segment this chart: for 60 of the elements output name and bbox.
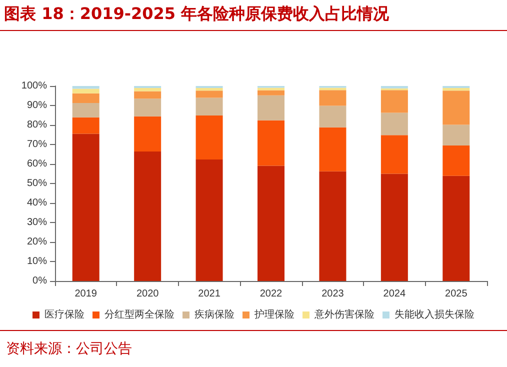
x-tick-label: 2023 xyxy=(322,288,344,300)
bar xyxy=(258,90,284,96)
bar xyxy=(380,112,408,136)
bar xyxy=(380,90,408,113)
bar xyxy=(442,88,470,91)
bar xyxy=(380,174,408,281)
bar xyxy=(196,115,223,160)
bar xyxy=(319,90,346,106)
bar xyxy=(258,120,284,166)
bar xyxy=(134,91,162,99)
y-tick-label: 20% xyxy=(26,236,48,248)
y-tick-label: 70% xyxy=(26,139,48,150)
y-tick-label: 0% xyxy=(32,276,48,286)
legend-label: 失能收入损失保险 xyxy=(394,308,474,320)
x-tick-label: 2021 xyxy=(198,288,221,300)
bar xyxy=(134,152,162,281)
legend-label: 分红型两全保险 xyxy=(104,308,174,320)
x-tick-label: 2022 xyxy=(260,288,283,300)
x-tick-label: 2024 xyxy=(383,288,406,300)
bar xyxy=(442,124,470,146)
legend-label: 医疗保险 xyxy=(44,308,84,320)
bar xyxy=(258,88,284,90)
bar xyxy=(442,145,470,176)
x-tick-label: 2020 xyxy=(136,288,160,300)
bar xyxy=(134,98,162,116)
chart-title: 图表 18：2019-2025 年各险种原保费收入占比情况 xyxy=(4,4,390,25)
bar xyxy=(134,116,162,152)
bar xyxy=(72,117,100,134)
y-tick-label: 10% xyxy=(26,256,48,267)
x-tick-label: 2019 xyxy=(74,288,98,300)
bar xyxy=(72,86,100,89)
bar xyxy=(72,134,100,281)
y-tick-label: 80% xyxy=(26,120,48,130)
legend-label: 护理保险 xyxy=(254,308,294,320)
bar xyxy=(442,90,470,125)
bar xyxy=(319,106,346,128)
bar xyxy=(72,88,100,94)
bar xyxy=(258,166,284,281)
bar xyxy=(196,90,223,98)
bar xyxy=(72,102,100,118)
bar xyxy=(319,171,346,281)
bar xyxy=(196,160,223,281)
y-tick-label: 90% xyxy=(26,100,48,111)
bar xyxy=(380,135,408,174)
y-tick-label: 40% xyxy=(26,198,48,208)
x-tick-label: 2025 xyxy=(445,288,468,300)
legend-label: 意外伤害保险 xyxy=(314,308,374,320)
text: 资料来源：公司公告 xyxy=(6,340,132,358)
bar xyxy=(442,176,470,281)
y-tick-label: 50% xyxy=(26,178,48,189)
y-tick-label: 30% xyxy=(26,217,48,228)
legend-label: 疾病保险 xyxy=(194,308,234,320)
bar xyxy=(319,127,346,172)
bar xyxy=(196,88,223,91)
bar xyxy=(72,93,100,103)
y-tick-label: 100% xyxy=(21,80,48,92)
y-tick-label: 60% xyxy=(26,158,48,170)
bar xyxy=(134,88,162,92)
bar xyxy=(196,98,223,116)
bar xyxy=(258,95,284,120)
